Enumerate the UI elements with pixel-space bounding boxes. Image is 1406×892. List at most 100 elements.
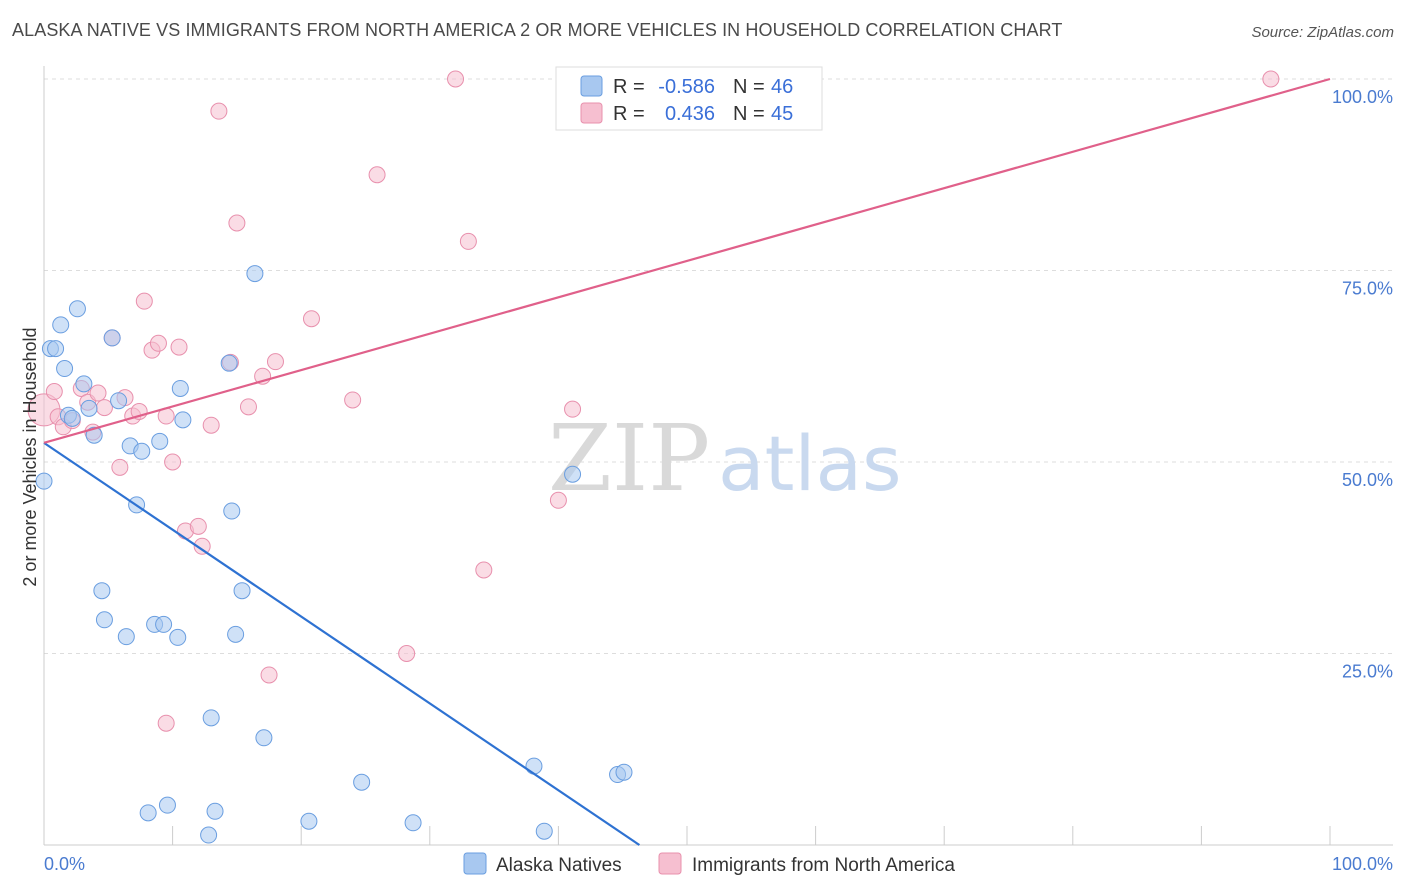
data-point bbox=[89, 384, 107, 402]
data-point bbox=[151, 432, 169, 450]
legend-swatch-blue bbox=[580, 75, 603, 97]
y-tick-label-75: 75.0% bbox=[1342, 279, 1393, 299]
data-point bbox=[35, 472, 53, 490]
data-point bbox=[117, 628, 135, 646]
y-tick-label-50: 50.0% bbox=[1342, 470, 1393, 490]
trend-line-pink bbox=[43, 77, 1331, 444]
bottom-legend-swatch-blue bbox=[463, 852, 487, 875]
data-point bbox=[174, 411, 192, 429]
y-tick-labels: 25.0% 50.0% 75.0% 100.0% bbox=[1332, 87, 1393, 682]
bottom-legend-swatch-pink bbox=[658, 852, 682, 875]
data-point bbox=[239, 398, 257, 416]
y-axis-label: 2 or more Vehicles in Household bbox=[20, 327, 40, 586]
data-point bbox=[63, 409, 81, 427]
watermark-zip: ZIP bbox=[548, 405, 710, 512]
data-point bbox=[210, 102, 228, 120]
data-point bbox=[564, 465, 582, 483]
data-point bbox=[158, 796, 176, 814]
legend-swatch-pink bbox=[580, 102, 603, 124]
series-alaska-natives-points bbox=[35, 265, 633, 844]
data-point bbox=[95, 611, 113, 629]
legend-r-label-pink: R = bbox=[613, 103, 645, 125]
data-point bbox=[459, 232, 477, 250]
data-point bbox=[206, 802, 224, 820]
data-point bbox=[75, 375, 93, 393]
data-point bbox=[300, 812, 318, 830]
source-credit: Source: ZipAtlas.com bbox=[1251, 24, 1394, 41]
data-point bbox=[615, 763, 633, 781]
data-point bbox=[368, 166, 386, 184]
data-point bbox=[80, 399, 98, 417]
data-point bbox=[227, 625, 245, 643]
x-tick-label-min: 0.0% bbox=[44, 854, 85, 874]
x-tick-label-max: 100.0% bbox=[1332, 854, 1393, 874]
data-point bbox=[133, 442, 151, 460]
data-point bbox=[525, 757, 543, 775]
data-point bbox=[52, 316, 70, 334]
correlation-legend: R = -0.586 N = 46 R = 0.436 N = 45 bbox=[555, 66, 823, 131]
data-point bbox=[233, 582, 251, 600]
data-point bbox=[193, 537, 211, 555]
data-point bbox=[95, 399, 113, 417]
data-point bbox=[189, 517, 207, 535]
chart-title: ALASKA NATIVE VS IMMIGRANTS FROM NORTH A… bbox=[12, 20, 1063, 40]
data-point bbox=[135, 292, 153, 310]
data-point bbox=[157, 714, 175, 732]
data-point bbox=[110, 392, 128, 410]
data-point bbox=[68, 300, 86, 318]
data-point bbox=[202, 416, 220, 434]
legend-n-label-pink: N = bbox=[733, 103, 765, 125]
watermark-atlas: atlas bbox=[718, 419, 902, 508]
data-point bbox=[139, 804, 157, 822]
data-point bbox=[45, 383, 63, 401]
data-point bbox=[220, 354, 238, 372]
legend-n-value-blue: 46 bbox=[771, 76, 793, 98]
data-point bbox=[93, 582, 111, 600]
bottom-legend-label-alaska-natives: Alaska Natives bbox=[496, 855, 622, 876]
data-point bbox=[47, 340, 65, 358]
data-point bbox=[111, 458, 129, 476]
series-immigrants-points bbox=[27, 70, 1280, 732]
data-point bbox=[404, 814, 422, 832]
data-point bbox=[255, 729, 273, 747]
data-point bbox=[475, 561, 493, 579]
data-point bbox=[103, 329, 121, 347]
data-point bbox=[1262, 70, 1280, 88]
data-point bbox=[260, 666, 278, 684]
axes bbox=[43, 66, 1393, 846]
legend-r-label-blue: R = bbox=[613, 76, 645, 98]
data-point bbox=[447, 70, 465, 88]
data-point bbox=[200, 826, 218, 844]
data-point bbox=[228, 214, 246, 232]
trend-lines bbox=[43, 77, 1331, 846]
bottom-legend-label-immigrants: Immigrants from North America bbox=[692, 855, 955, 876]
trend-line-blue bbox=[43, 441, 641, 846]
legend-r-value-pink: 0.436 bbox=[665, 103, 715, 125]
data-point bbox=[169, 628, 187, 646]
data-point bbox=[170, 338, 188, 356]
data-point bbox=[266, 353, 284, 371]
data-point bbox=[246, 265, 264, 283]
data-point bbox=[171, 379, 189, 397]
data-point bbox=[155, 615, 173, 633]
legend-n-value-pink: 45 bbox=[771, 103, 793, 125]
data-point bbox=[564, 400, 582, 418]
legend-n-label-blue: N = bbox=[733, 76, 765, 98]
data-point bbox=[85, 426, 103, 444]
data-point bbox=[56, 360, 74, 378]
grid-lines bbox=[44, 78, 1393, 654]
data-point bbox=[164, 453, 182, 471]
y-tick-label-25: 25.0% bbox=[1342, 662, 1393, 682]
data-point bbox=[202, 709, 220, 727]
data-point bbox=[149, 334, 167, 352]
data-point bbox=[223, 502, 241, 520]
legend-r-value-blue: -0.586 bbox=[658, 76, 715, 98]
data-point bbox=[353, 773, 371, 791]
data-point bbox=[398, 645, 416, 662]
data-point bbox=[344, 391, 362, 409]
y-tick-label-100: 100.0% bbox=[1332, 87, 1393, 107]
data-point bbox=[302, 310, 320, 328]
data-point bbox=[549, 491, 567, 509]
series-legend: Alaska Natives Immigrants from North Ame… bbox=[463, 852, 955, 876]
